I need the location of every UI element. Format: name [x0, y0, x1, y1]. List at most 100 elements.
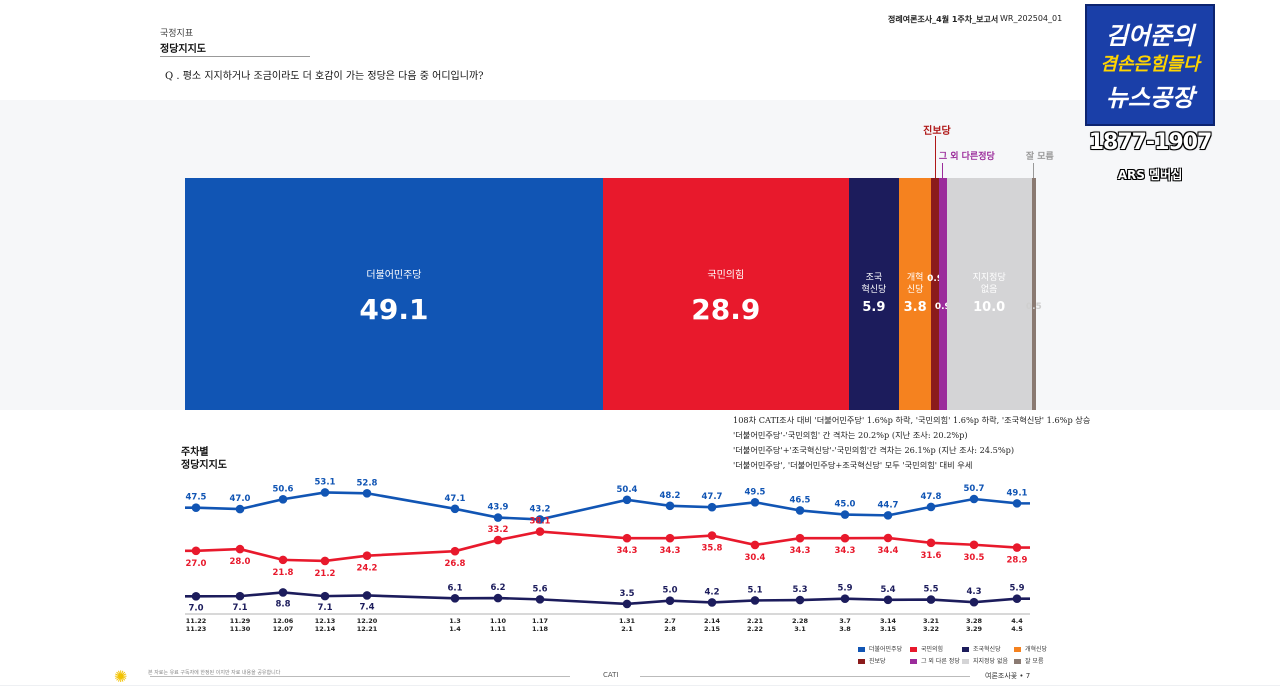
survey-question: Q . 평소 지지하거나 조금이라도 더 호감이 가는 정당은 다음 중 어디입… [165, 71, 484, 82]
x-tick-label: 11.30 [230, 625, 251, 633]
line-point [795, 595, 805, 605]
legend-label: 더불어민주당 [869, 646, 903, 653]
x-tick-label: 11.22 [186, 617, 207, 625]
line-value-label: 7.1 [232, 603, 247, 613]
bar-callout-line [1033, 163, 1035, 178]
line-chart-title: 주차별 정당지지도 [181, 447, 227, 471]
line-point [235, 591, 245, 601]
bar-segment-value: 28.9 [691, 293, 761, 326]
line-value-label: 30.5 [964, 553, 985, 563]
bar-callout-line [934, 136, 936, 178]
legend-label: 지지정당 없음 [973, 658, 1009, 665]
section-title: 정당지지도 [160, 44, 206, 55]
x-tick-label: 3.15 [880, 625, 897, 633]
x-tick-label: 2.22 [747, 625, 763, 633]
line-point [362, 551, 372, 561]
x-tick-label: 1.17 [532, 617, 548, 625]
legend-label: 잘 모름 [1025, 658, 1044, 665]
line-value-label: 38.1 [530, 517, 551, 527]
line-point [320, 556, 330, 566]
line-point [969, 494, 979, 504]
footer-center: CATI [603, 671, 619, 679]
line-point [883, 511, 893, 520]
line-point [883, 595, 893, 605]
line-point [926, 502, 936, 512]
flower-logo-icon: ✺ [114, 667, 128, 686]
bar-segment-label: 조국 혁신당 [861, 273, 887, 295]
line-point [1012, 594, 1022, 604]
line-value-label: 52.8 [357, 478, 378, 488]
line-point [926, 538, 936, 548]
line-point [320, 591, 330, 601]
line-point [450, 504, 460, 514]
legend-swatch [910, 647, 917, 652]
line-value-label: 4.3 [966, 587, 981, 597]
line-value-label: 47.8 [921, 492, 942, 502]
line-value-label: 35.8 [702, 544, 723, 554]
legend-item: 개혁신당 [1014, 644, 1047, 653]
line-value-label: 28.0 [230, 557, 251, 567]
line-point [969, 597, 979, 607]
line-value-label: 21.2 [315, 569, 336, 579]
x-tick-label: 12.06 [273, 617, 294, 625]
line-point [750, 497, 760, 507]
x-tick-label: 3.29 [966, 625, 983, 633]
x-tick-label: 3.8 [839, 625, 851, 633]
line-point [362, 488, 372, 498]
line-point [622, 495, 632, 505]
bar-callout: 진보당 [923, 126, 951, 137]
bar-segment-value: 10.0 [973, 300, 1006, 315]
legend-swatch [1014, 647, 1021, 652]
line-value-label: 44.7 [878, 500, 899, 510]
x-tick-label: 3.28 [966, 617, 983, 625]
line-value-label: 27.0 [186, 559, 207, 569]
x-tick-label: 1.31 [619, 617, 636, 625]
legend-swatch [858, 659, 865, 664]
brand-line-1: 김어준의 [1105, 22, 1195, 50]
line-series-1 [185, 491, 1030, 521]
line-value-label: 5.5 [923, 585, 938, 595]
line-value-label: 50.7 [964, 484, 985, 494]
line-point [795, 506, 805, 515]
summary-note-1: 108차 CATI조사 대비 '더불어민주당' 1.6%p 하락, '국민의힘'… [733, 415, 1091, 425]
x-tick-label: 3.22 [923, 625, 939, 633]
line-point [278, 555, 288, 565]
report-name: 정례여론조사_4월 1주차_보고서 [888, 15, 999, 24]
footer-rule-right [640, 676, 970, 677]
x-tick-label: 12.13 [315, 617, 336, 625]
line-point [278, 494, 288, 504]
bar-segment-3: 조국 혁신당 5.9 [848, 178, 899, 410]
line-value-label: 45.0 [835, 500, 856, 510]
line-point [707, 502, 717, 512]
brand-line-2: 겸손은힘들다 [1100, 54, 1200, 75]
broadcast-logo: 김어준의 겸손은힘들다 뉴스공장 [1085, 4, 1215, 126]
broadcast-ars: ARS 멤버십 [1117, 168, 1183, 182]
section-category: 국정지표 [160, 29, 194, 39]
line-value-label: 21.8 [273, 568, 294, 578]
legend-label: 국민의힘 [921, 646, 944, 653]
x-tick-label: 2.7 [664, 617, 676, 625]
x-tick-label: 3.7 [839, 617, 851, 625]
x-tick-label: 1.3 [449, 617, 461, 625]
legend-swatch [1014, 659, 1021, 664]
legend-item: 지지정당 없음 [962, 656, 1008, 665]
bar-segment-label: 개혁 신당 [906, 273, 924, 295]
x-tick-label: 2.8 [664, 625, 676, 633]
legend-swatch [962, 659, 969, 664]
bar-segment-1: 더불어민주당 49.1 [185, 178, 603, 410]
x-tick-label: 12.07 [273, 625, 294, 633]
x-tick-label: 3.21 [923, 617, 940, 625]
footer-rule-left [150, 676, 570, 677]
bar-segment-7: 지지정당 없음 10.0 [946, 178, 1032, 410]
line-value-label: 49.5 [745, 487, 766, 497]
legend-item: 그 외 다른 정당 [910, 656, 960, 665]
line-point [191, 546, 201, 556]
line-value-label: 50.4 [617, 485, 638, 495]
x-tick-label: 2.28 [792, 617, 809, 625]
line-point [707, 598, 717, 607]
line-point [840, 533, 850, 543]
line-point [665, 533, 675, 543]
line-value-label: 34.3 [660, 546, 681, 556]
line-point [1012, 543, 1022, 552]
line-point [450, 593, 460, 603]
